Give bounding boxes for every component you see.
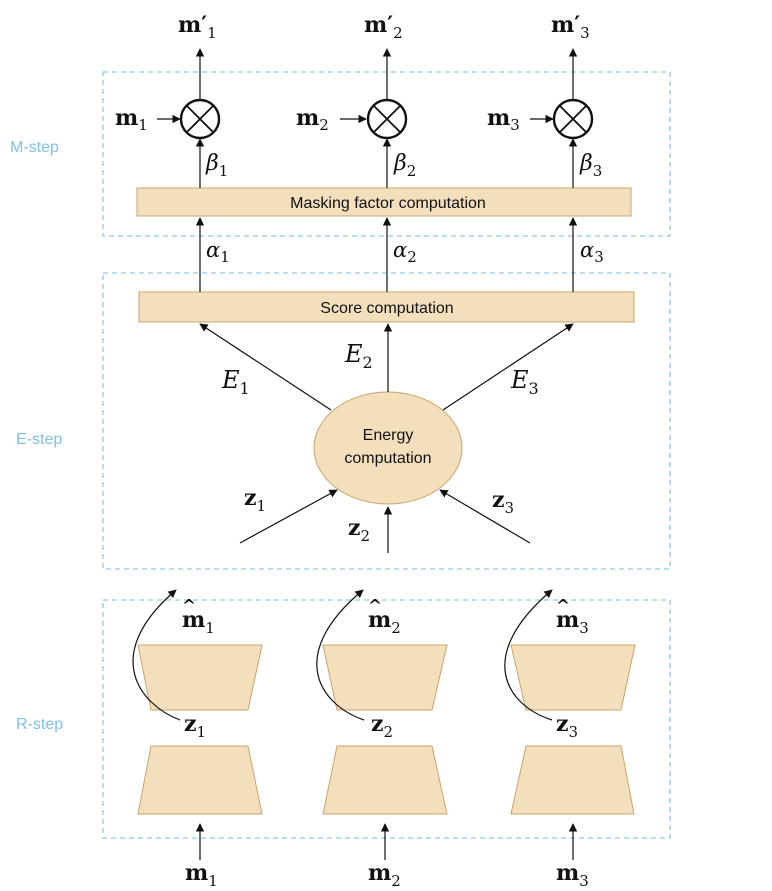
energy-E-1: E1	[221, 366, 250, 398]
curve-arrow-2	[316, 589, 365, 721]
score-label: Score computation	[320, 300, 453, 317]
m-hat-2: ^ m2	[368, 596, 401, 637]
alpha-3: α3	[580, 238, 604, 266]
masking-factor-label: Masking factor computation	[290, 195, 486, 212]
beta-2: β2	[393, 151, 416, 180]
masking-factor-box	[136, 187, 632, 217]
r-step-z-3: z3	[556, 711, 578, 741]
energy-label-line1: Energy	[363, 427, 414, 444]
alpha-2: α2	[393, 238, 417, 266]
input-m-2: m2	[368, 860, 401, 890]
svg-text:m3: m3	[556, 607, 589, 637]
alpha-1: α1	[206, 238, 230, 266]
output-m-prime-3: m′3	[551, 12, 590, 42]
e-step-label: E-step	[16, 431, 62, 448]
multiplier-icon-1	[179, 98, 221, 140]
energy-ellipse	[313, 391, 463, 505]
r-step-z-2: z2	[371, 711, 393, 741]
energy-E-3: E3	[510, 366, 539, 398]
svg-text:m1: m1	[182, 607, 215, 637]
beta-3: β3	[579, 151, 602, 180]
decoder-2	[322, 644, 448, 711]
side-m-3: m3	[487, 105, 520, 134]
encoder-2	[322, 745, 448, 815]
energy-E-2: E2	[344, 340, 373, 372]
output-m-prime-2: m′2	[364, 12, 403, 42]
svg-text:^: ^	[182, 596, 196, 616]
encoder-3	[510, 745, 635, 815]
encoder-1	[137, 745, 263, 815]
E-arrow-3	[442, 323, 574, 411]
svg-text:^: ^	[368, 596, 382, 616]
r-step-frame	[102, 599, 671, 839]
svg-text:^: ^	[556, 596, 570, 616]
multiplier-icon-3	[552, 98, 594, 140]
decoder-3	[510, 644, 636, 711]
input-m-3: m3	[556, 860, 589, 890]
e-step-z-1: z1	[244, 485, 266, 515]
m-hat-1: ^ m1	[182, 596, 215, 637]
side-m-1: m1	[115, 105, 148, 134]
m-hat-3: ^ m3	[556, 596, 589, 637]
decoder-1	[137, 644, 263, 711]
input-m-1: m1	[185, 860, 218, 890]
e-step-z-3: z3	[492, 487, 514, 517]
energy-label-line2: computation	[344, 450, 431, 467]
m-step-label: M-step	[10, 139, 59, 156]
beta-1: β1	[205, 151, 228, 180]
z-arrow-3	[439, 489, 531, 544]
curve-arrow-1	[132, 589, 181, 721]
r-step-label: R-step	[16, 716, 63, 733]
z-arrow-1	[239, 489, 338, 544]
side-m-2: m2	[296, 105, 329, 134]
E-arrow-1	[199, 323, 332, 411]
r-step-z-1: z1	[184, 711, 206, 741]
curve-arrow-3	[504, 589, 553, 721]
e-step-z-2: z2	[348, 515, 370, 545]
multiplier-icon-2	[366, 98, 408, 140]
svg-text:m2: m2	[368, 607, 401, 637]
output-m-prime-1: m′1	[178, 12, 217, 42]
